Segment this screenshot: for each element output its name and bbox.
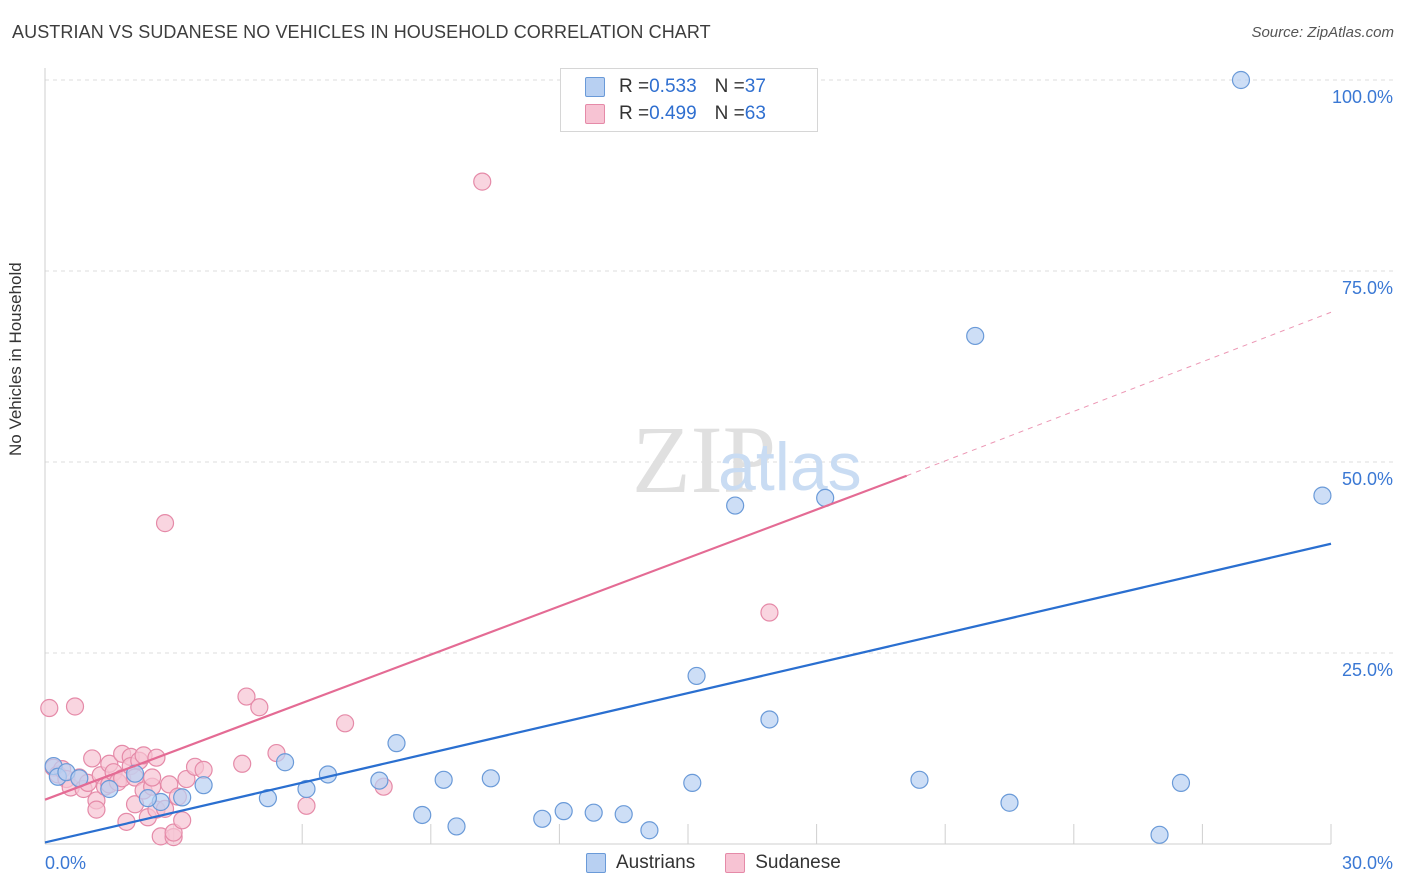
austrians-legend-swatch [586, 853, 606, 873]
austrians-point [614, 805, 633, 824]
austrians-point [413, 805, 432, 825]
watermark-zip: ZIP [632, 406, 776, 513]
sudanese-r-label: R = [619, 103, 650, 124]
sudanese-point [173, 811, 192, 830]
austrians-point [1313, 486, 1332, 505]
y-tick-label: 25.0% [1342, 660, 1393, 680]
sudanese-n-value: 63 [744, 103, 766, 124]
austrians-point [554, 802, 573, 821]
y-tick-label: 75.0% [1342, 278, 1393, 298]
austrians-point [760, 710, 779, 729]
stats-legend: R = 0.533 N = 37 R = 0.499 N = 63 [560, 68, 818, 132]
sudanese-legend-swatch [725, 853, 746, 873]
sudanese-point [65, 697, 85, 716]
sudanese-point [194, 760, 213, 779]
austrians-n-value: 37 [744, 76, 766, 97]
legend-item-sudanese[interactable]: Sudanese [725, 852, 841, 874]
austrians-point [1000, 793, 1019, 812]
austrians-point [966, 326, 985, 346]
source-label: Source: ZipAtlas.com [1251, 24, 1394, 41]
austrians-r-label: R = [619, 76, 650, 97]
sudanese-n-label: N = [714, 103, 745, 124]
austrians-point [370, 771, 389, 790]
austrians-n-label: N = [714, 76, 745, 97]
x-tick-label: 30.0% [1342, 853, 1393, 873]
watermark-atlas: atlas [718, 429, 862, 505]
sudanese-legend-label: Sudanese [755, 852, 841, 873]
y-axis-label: No Vehicles in Household [6, 262, 25, 456]
austrians-point [1231, 70, 1251, 90]
legend-item-austrians[interactable]: Austrians [586, 852, 695, 874]
austrians-point [1171, 773, 1191, 792]
sudanese-point [233, 754, 252, 773]
austrians-point [138, 789, 157, 808]
austrians-point [194, 776, 213, 795]
austrians-trend-line [44, 542, 1332, 844]
austrians-point [173, 788, 192, 807]
austrians-r-value: 0.533 [649, 76, 697, 97]
austrians-point [910, 770, 929, 789]
x-tick-label: 0.0% [45, 853, 86, 873]
legend-row-sudanese: R = 0.499 N = 63 [585, 102, 766, 126]
austrians-legend-label: Austrians [616, 852, 696, 873]
chart-title: AUSTRIAN VS SUDANESE NO VEHICLES IN HOUS… [12, 22, 711, 42]
series-legend: Austrians Sudanese [586, 852, 871, 874]
austrians-point [726, 496, 745, 515]
austrians-point [584, 803, 603, 822]
austrians-point [683, 773, 702, 792]
sudanese-point [143, 768, 162, 787]
sudanese-point [87, 800, 106, 819]
austrians-point [297, 779, 316, 799]
sudanese-point [40, 698, 59, 718]
watermark: ZIP atlas [632, 406, 862, 513]
sudanese-point [335, 714, 355, 733]
austrians-swatch [585, 77, 605, 97]
y-tick-label: 50.0% [1342, 469, 1393, 489]
legend-row-austrians: R = 0.533 N = 37 [585, 75, 766, 99]
austrians-point [387, 734, 406, 753]
sudanese-trend-line [44, 474, 908, 801]
austrians-point [100, 779, 119, 799]
austrians-point [533, 809, 552, 828]
sudanese-swatch [585, 104, 605, 124]
austrians-point [1150, 825, 1169, 844]
sudanese-point [297, 796, 316, 815]
sudanese-point [155, 514, 175, 533]
sudanese-point [760, 603, 779, 622]
y-tick-label: 100.0% [1332, 87, 1393, 107]
sudanese-r-value: 0.499 [649, 103, 697, 124]
austrians-point [275, 753, 295, 772]
austrians-point [434, 770, 453, 789]
austrians-point [687, 666, 706, 686]
austrians-point [640, 821, 659, 840]
sudanese-point [250, 698, 269, 717]
austrians-point [481, 769, 500, 788]
sudanese-point [237, 687, 256, 706]
sudanese-point [83, 749, 102, 768]
sudanese-point [473, 172, 492, 191]
austrians-point [447, 817, 466, 836]
